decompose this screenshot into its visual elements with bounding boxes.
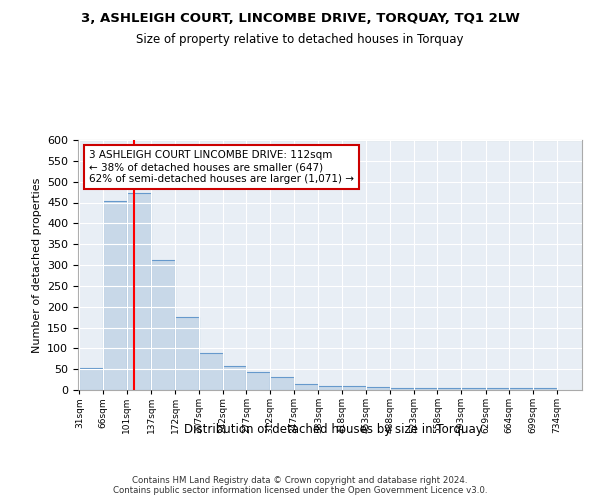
Text: Distribution of detached houses by size in Torquay: Distribution of detached houses by size … [184,422,482,436]
Bar [319,386,342,390]
Bar [390,388,413,390]
Y-axis label: Number of detached properties: Number of detached properties [32,178,41,352]
Bar [175,317,199,390]
Text: 3, ASHLEIGH COURT, LINCOMBE DRIVE, TORQUAY, TQ1 2LW: 3, ASHLEIGH COURT, LINCOMBE DRIVE, TORQU… [80,12,520,26]
Bar [270,377,294,390]
Bar [199,352,223,390]
Text: 3 ASHLEIGH COURT LINCOMBE DRIVE: 112sqm
← 38% of detached houses are smaller (64: 3 ASHLEIGH COURT LINCOMBE DRIVE: 112sqm … [89,150,354,184]
Bar [437,388,461,390]
Bar [294,384,319,390]
Bar [533,388,557,390]
Bar [247,372,270,390]
Bar [485,388,509,390]
Bar [223,366,247,390]
Bar [151,260,175,390]
Bar [79,368,103,390]
Bar [342,386,366,390]
Bar [127,192,151,390]
Bar [509,388,533,390]
Text: Contains HM Land Registry data © Crown copyright and database right 2024.
Contai: Contains HM Land Registry data © Crown c… [113,476,487,495]
Bar [366,386,390,390]
Bar [461,388,485,390]
Bar [103,201,127,390]
Bar [413,388,437,390]
Text: Size of property relative to detached houses in Torquay: Size of property relative to detached ho… [136,32,464,46]
